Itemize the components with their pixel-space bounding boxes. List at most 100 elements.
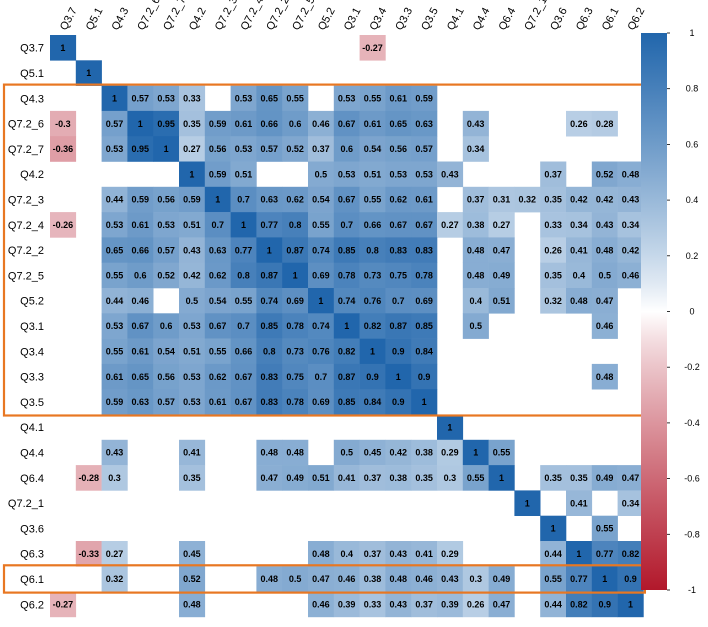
cell-value-label: 0.35 xyxy=(183,473,201,483)
cell-value-label: 0.32 xyxy=(519,195,537,205)
y-axis-labels: Q3.7 Q5.1 Q4.3 Q7.2_6 Q7.2_7 Q4.2 Q7.2_3 Q7.2_4… xyxy=(8,43,44,612)
cell-value-label: 0.38 xyxy=(390,473,408,483)
x-tick-label: Q4.1 xyxy=(445,6,467,33)
x-tick-label: Q5.2 xyxy=(316,6,338,33)
heatmap-cell xyxy=(462,110,489,137)
heatmap-cell xyxy=(230,237,257,263)
cell-value-label: 0.41 xyxy=(570,498,588,508)
cell-value-label: 0.57 xyxy=(157,245,175,255)
heatmap-cell xyxy=(282,85,309,112)
heatmap-cell xyxy=(179,136,206,162)
heatmap-cell xyxy=(359,591,386,618)
heatmap-cell xyxy=(462,591,489,618)
heatmap-cell xyxy=(359,186,386,213)
heatmap-cell xyxy=(282,212,309,238)
heatmap-cell xyxy=(385,439,412,466)
heatmap-cell xyxy=(101,541,128,567)
cell-value-label: 0.38 xyxy=(467,220,485,230)
cell-value-label: 0.42 xyxy=(390,448,408,458)
cell-value-label: 1 xyxy=(344,321,349,331)
cell-value-label: 0.5 xyxy=(340,448,353,458)
cell-value-label: 0.62 xyxy=(209,372,227,382)
heatmap-cell xyxy=(204,161,231,188)
cell-value-label: 0.55 xyxy=(106,346,124,356)
cell-value-label: 0.74 xyxy=(338,296,356,306)
heatmap-cell xyxy=(333,288,360,314)
heatmap-cell xyxy=(153,186,180,213)
cell-value-label: 0.69 xyxy=(312,397,330,407)
cell-value-label: 0.65 xyxy=(132,372,150,382)
heatmap-cell xyxy=(282,363,309,390)
heatmap-cell xyxy=(411,566,438,592)
heatmap-cell xyxy=(204,313,231,339)
cell-value-label: 0.85 xyxy=(338,397,356,407)
cell-value-label: 0.27 xyxy=(106,549,124,559)
cell-value-label: 0.55 xyxy=(493,448,511,458)
heatmap-cell xyxy=(333,313,360,339)
cell-value-label: 0.33 xyxy=(364,599,382,609)
cell-value-label: 0.53 xyxy=(157,220,175,230)
cell-value-label: 0.77 xyxy=(596,549,614,559)
cell-value-label: 0.59 xyxy=(209,169,227,179)
heatmap-cell xyxy=(437,212,464,238)
heatmap-cell xyxy=(591,110,618,137)
heatmap-cell xyxy=(385,262,412,289)
cell-value-label: 0.35 xyxy=(570,473,588,483)
cell-value-label: 0.43 xyxy=(467,119,485,129)
heatmap-cell xyxy=(153,313,180,339)
heatmap-cell xyxy=(282,262,309,289)
cell-value-label: 0.46 xyxy=(132,296,150,306)
heatmap-cell xyxy=(50,136,77,162)
cell-value-label: 0.34 xyxy=(622,498,640,508)
heatmap-cell xyxy=(101,439,128,466)
heatmap-cell xyxy=(333,85,360,112)
cell-value-label: 0.47 xyxy=(622,473,640,483)
cell-value-label: 0.55 xyxy=(596,524,614,534)
heatmap-cell xyxy=(230,338,257,365)
cell-value-label: 1 xyxy=(628,599,633,609)
cell-value-label: 0.34 xyxy=(467,144,485,154)
heatmap-cell xyxy=(179,439,206,466)
heatmap-cell xyxy=(437,439,464,466)
cell-value-label: 0.55 xyxy=(286,93,304,103)
heatmap-cell xyxy=(359,212,386,238)
cell-value-label: 0.69 xyxy=(312,271,330,281)
heatmap-cell xyxy=(411,161,438,188)
cell-value-label: 0.55 xyxy=(544,574,562,584)
heatmap-cell xyxy=(437,541,464,567)
heatmap-cell xyxy=(462,237,489,263)
heatmap-cell xyxy=(566,262,593,289)
cell-value-label: 0.47 xyxy=(596,296,614,306)
y-tick-label: Q4.2 xyxy=(20,169,44,181)
cell-value-label: 0.83 xyxy=(261,397,279,407)
x-tick-label: Q3.7 xyxy=(58,6,80,33)
heatmap-cell xyxy=(101,313,128,339)
heatmap-cell xyxy=(127,186,154,213)
heatmap-cell xyxy=(591,465,618,491)
heatmap-cell xyxy=(385,313,412,339)
cell-value-label: 1 xyxy=(138,119,143,129)
heatmap-cell xyxy=(308,313,335,339)
cell-value-label: -0.26 xyxy=(53,220,74,230)
heatmap-cell xyxy=(359,389,386,415)
heatmap-cell xyxy=(437,566,464,592)
x-tick-label: Q3.6 xyxy=(548,6,570,33)
cell-value-label: 0.57 xyxy=(261,144,279,154)
heatmap-cell xyxy=(591,591,618,618)
cell-value-label: 0.53 xyxy=(235,144,253,154)
cell-value-label: 0.48 xyxy=(467,271,485,281)
cell-value-label: 0.78 xyxy=(338,271,356,281)
heatmap-cell xyxy=(617,212,644,238)
colorbar-tick-label: 1 xyxy=(689,28,694,38)
cell-value-label: 0.82 xyxy=(622,549,640,559)
heatmap-cell xyxy=(204,136,231,162)
heatmap-cell xyxy=(179,465,206,491)
heatmap-cell xyxy=(308,212,335,238)
x-tick-label: Q3.4 xyxy=(368,6,390,33)
heatmap-cell xyxy=(204,237,231,263)
cell-value-label: 0.9 xyxy=(598,599,611,609)
cell-value-label: 0.45 xyxy=(364,448,382,458)
heatmap-cell xyxy=(204,389,231,415)
heatmap-cell xyxy=(308,288,335,314)
cell-value-label: 0.63 xyxy=(415,119,433,129)
